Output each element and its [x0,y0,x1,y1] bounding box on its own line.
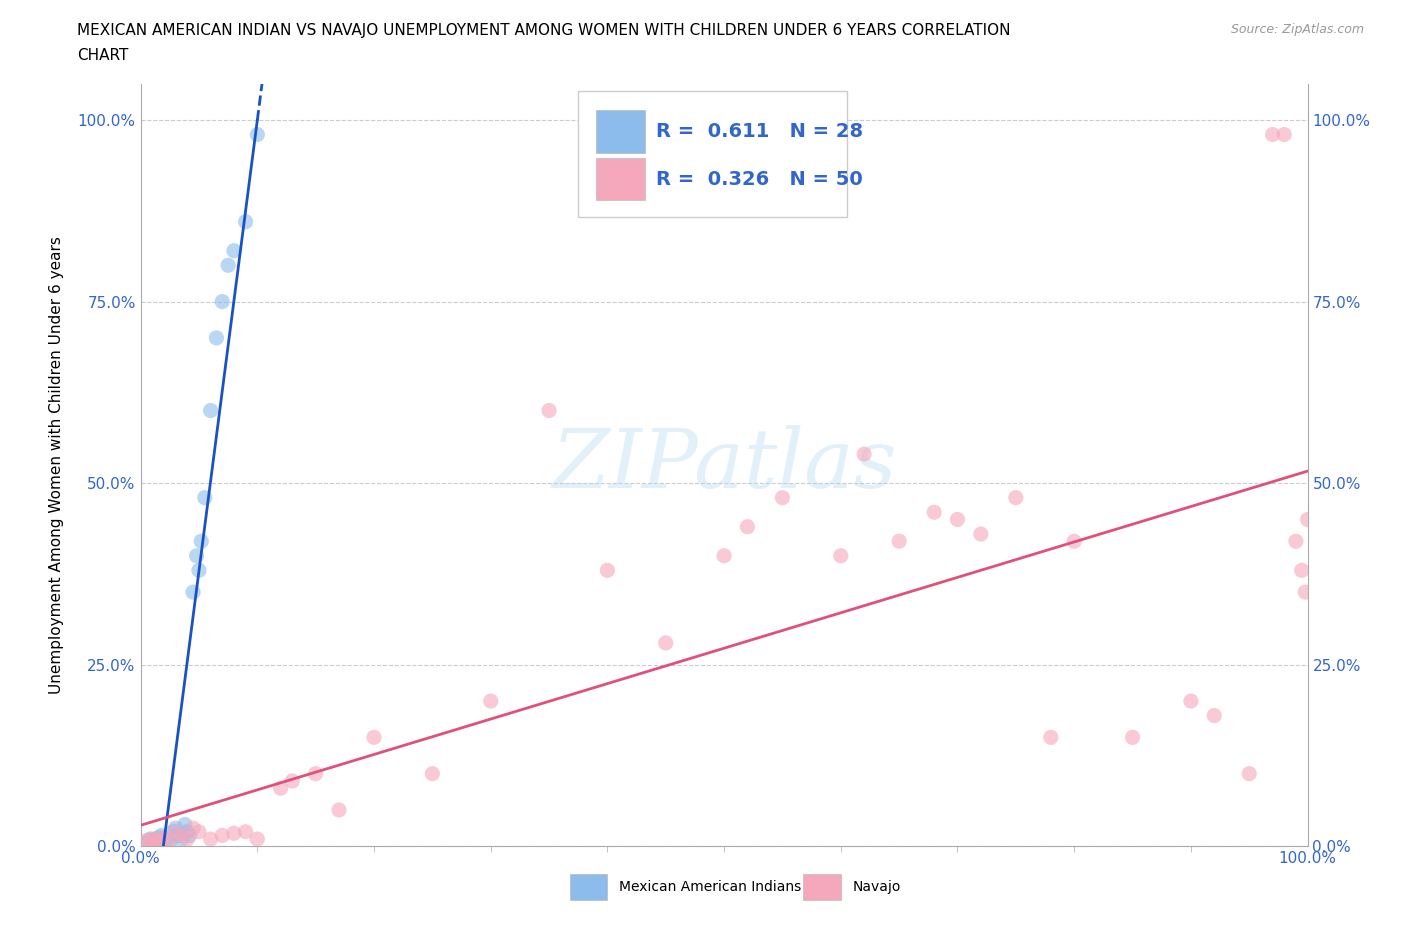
Point [1122,730,1144,745]
Point [889,534,911,549]
Point [135,833,157,848]
Point [1285,534,1308,549]
Point [153,831,176,846]
Point [159,835,181,850]
Text: CHART: CHART [77,48,129,63]
Point [211,294,233,309]
Point [235,214,257,229]
Point [222,826,245,841]
Point [737,519,759,534]
Text: Source: ZipAtlas.com: Source: ZipAtlas.com [1230,23,1364,36]
Point [537,403,560,418]
Point [211,828,233,843]
Point [139,831,162,846]
Point [135,835,157,850]
Point [194,490,217,505]
Point [174,817,197,832]
Point [479,694,502,709]
Point [1296,512,1319,527]
Text: MEXICAN AMERICAN INDIAN VS NAVAJO UNEMPLOYMENT AMONG WOMEN WITH CHILDREN UNDER 6: MEXICAN AMERICAN INDIAN VS NAVAJO UNEMPL… [77,23,1011,38]
Point [363,730,385,745]
Point [162,824,184,839]
FancyBboxPatch shape [803,874,841,899]
Point [200,403,222,418]
FancyBboxPatch shape [596,111,645,153]
Text: R =  0.326   N = 50: R = 0.326 N = 50 [657,169,863,189]
Point [181,585,204,600]
Point [167,828,190,843]
FancyBboxPatch shape [578,91,846,218]
FancyBboxPatch shape [596,158,645,200]
Point [217,258,239,272]
Point [176,824,198,839]
Point [188,563,211,578]
Point [170,828,193,843]
Point [190,534,212,549]
Point [328,803,350,817]
Point [186,549,208,564]
Text: R =  0.611   N = 28: R = 0.611 N = 28 [657,122,863,141]
Point [1005,490,1028,505]
Point [853,446,876,461]
Point [141,831,163,846]
Text: Mexican American Indians: Mexican American Indians [619,880,801,894]
Point [139,835,162,850]
Point [181,820,204,835]
Point [205,330,228,345]
Point [165,820,187,835]
Point [179,828,201,843]
Point [235,824,257,839]
Text: ZIPatlas: ZIPatlas [551,425,897,505]
Point [146,830,169,845]
Point [143,833,166,848]
Point [155,833,177,848]
Point [655,635,678,650]
Point [146,835,169,850]
Point [1261,127,1284,142]
Point [1063,534,1085,549]
Point [188,824,211,839]
Point [270,781,292,796]
Point [200,831,222,846]
Point [1204,708,1226,723]
Point [1180,694,1202,709]
Point [772,490,794,505]
Point [159,833,181,848]
Point [165,824,187,839]
Point [170,831,193,846]
Point [141,833,163,848]
Point [946,512,969,527]
Point [1039,730,1062,745]
Point [150,828,173,843]
Point [246,127,269,142]
Point [153,830,176,845]
Y-axis label: Unemployment Among Women with Children Under 6 years: Unemployment Among Women with Children U… [49,236,63,694]
Point [281,774,304,789]
Point [222,244,245,259]
Point [143,835,166,850]
Point [713,549,735,564]
Point [1294,585,1316,600]
Point [422,766,444,781]
Point [970,526,993,541]
Point [830,549,852,564]
Point [305,766,328,781]
Point [922,505,945,520]
Text: Navajo: Navajo [852,880,901,894]
Point [150,831,173,846]
Point [1291,563,1313,578]
FancyBboxPatch shape [569,874,607,899]
Point [246,831,269,846]
Point [596,563,619,578]
Point [1272,127,1295,142]
Point [176,831,198,846]
Point [1239,766,1261,781]
